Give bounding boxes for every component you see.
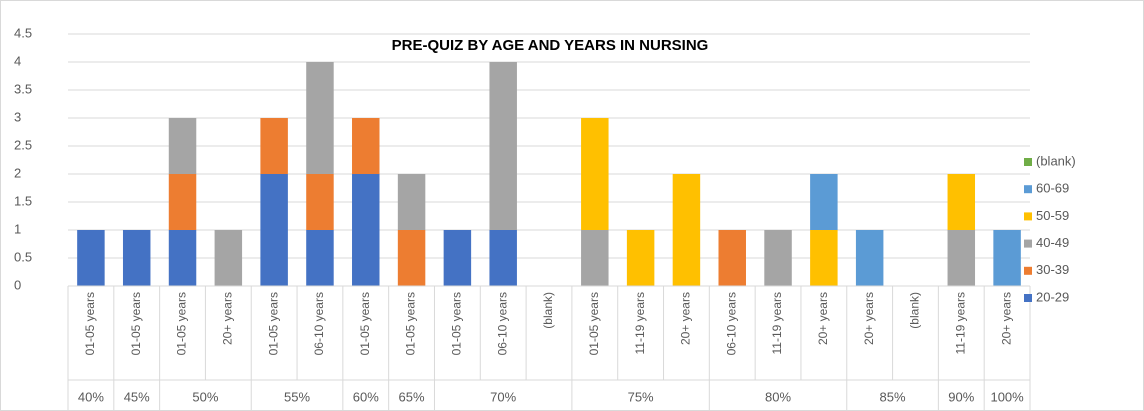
y-tick-label: 4.5 (14, 25, 32, 40)
legend-swatch (1024, 239, 1032, 248)
legend-swatch (1024, 266, 1032, 275)
bar-segment (489, 62, 517, 230)
legend-swatch (1024, 212, 1032, 221)
x-tick-label: (blank) (908, 292, 922, 329)
bar-segment (489, 230, 517, 286)
group-label: 45% (124, 389, 150, 404)
x-tick-label: 01-05 years (129, 292, 143, 355)
group-label: 55% (284, 389, 310, 404)
x-tick-label: 20+ years (221, 292, 235, 345)
group-label: 40% (78, 389, 104, 404)
bar-segment (260, 118, 288, 174)
x-tick-label: 01-05 years (587, 292, 601, 355)
group-label: 90% (948, 389, 974, 404)
x-tick-label: 20+ years (862, 292, 876, 345)
x-tick-label: 11-19 years (770, 292, 784, 354)
bar-segment (810, 230, 838, 286)
bar-segment (122, 230, 151, 286)
bar-segment (306, 62, 334, 174)
x-tick-label: 11-19 years (633, 292, 647, 354)
bar-segment (443, 230, 472, 286)
x-tick-label: 01-05 years (83, 292, 97, 355)
legend-label: 30-39 (1036, 262, 1069, 277)
bar-segment (397, 230, 426, 286)
bar-segment (168, 118, 197, 174)
y-tick-label: 3.5 (14, 81, 32, 96)
bar-segment (855, 230, 884, 286)
legend-label: 40-49 (1036, 235, 1069, 250)
x-tick-label: 20+ years (999, 292, 1013, 345)
group-label: 100% (990, 389, 1024, 404)
legend-swatch (1024, 185, 1032, 194)
bar-segment (672, 174, 701, 286)
x-tick-label: (blank) (541, 292, 555, 329)
x-tick-label: 20+ years (679, 292, 693, 345)
group-label: 80% (765, 389, 791, 404)
x-tick-label: 01-05 years (404, 292, 418, 355)
y-tick-label: 2 (14, 165, 21, 180)
legend-label: 50-59 (1036, 208, 1069, 223)
y-tick-label: 4 (14, 53, 21, 68)
legend-swatch (1024, 158, 1032, 166)
group-label: 50% (192, 389, 218, 404)
bar-segment (626, 230, 655, 286)
x-tick-label: 20+ years (816, 292, 830, 345)
bar-segment (260, 174, 288, 286)
x-tick-label: 11-19 years (953, 292, 967, 354)
group-label: 85% (880, 389, 906, 404)
y-tick-label: 0 (14, 277, 21, 292)
legend-label: 60-69 (1036, 181, 1069, 196)
y-tick-label: 2.5 (14, 137, 32, 152)
legend-label: 20-29 (1036, 289, 1069, 304)
group-label: 75% (628, 389, 654, 404)
bar-segment (214, 230, 243, 286)
chart-title: PRE-QUIZ BY AGE AND YEARS IN NURSING (392, 37, 709, 54)
x-tick-label: 01-05 years (450, 292, 464, 355)
bar-segment (764, 230, 792, 286)
bar-segment (397, 174, 426, 230)
bar-segment (947, 230, 976, 286)
y-tick-label: 3 (14, 109, 21, 124)
bar-segment (352, 118, 380, 174)
x-tick-label: 06-10 years (312, 292, 326, 355)
bar-segment (810, 174, 838, 230)
x-tick-label: 06-10 years (724, 292, 738, 355)
bar-segment (168, 230, 197, 286)
bar-segment (77, 230, 105, 286)
bar-segment (947, 174, 976, 230)
bar-segment (352, 174, 380, 286)
bar-segment (581, 118, 609, 230)
bar-segment (718, 230, 746, 286)
y-tick-label: 1.5 (14, 193, 32, 208)
bar-segment (306, 174, 334, 230)
x-tick-label: 01-05 years (175, 292, 189, 355)
bar-segment (306, 230, 334, 286)
y-tick-label: 0.5 (14, 249, 32, 264)
bar-segment (581, 230, 609, 286)
legend-swatch (1024, 294, 1032, 302)
bar-segment (993, 230, 1021, 286)
legend-label: (blank) (1036, 153, 1076, 168)
group-label: 70% (490, 389, 516, 404)
y-tick-label: 1 (14, 221, 21, 236)
bar-segment (168, 174, 197, 230)
x-tick-label: 01-05 years (266, 292, 280, 355)
group-label: 65% (399, 389, 425, 404)
x-tick-label: 06-10 years (495, 292, 509, 355)
group-label: 60% (353, 389, 379, 404)
x-tick-label: 01-05 years (358, 292, 372, 355)
